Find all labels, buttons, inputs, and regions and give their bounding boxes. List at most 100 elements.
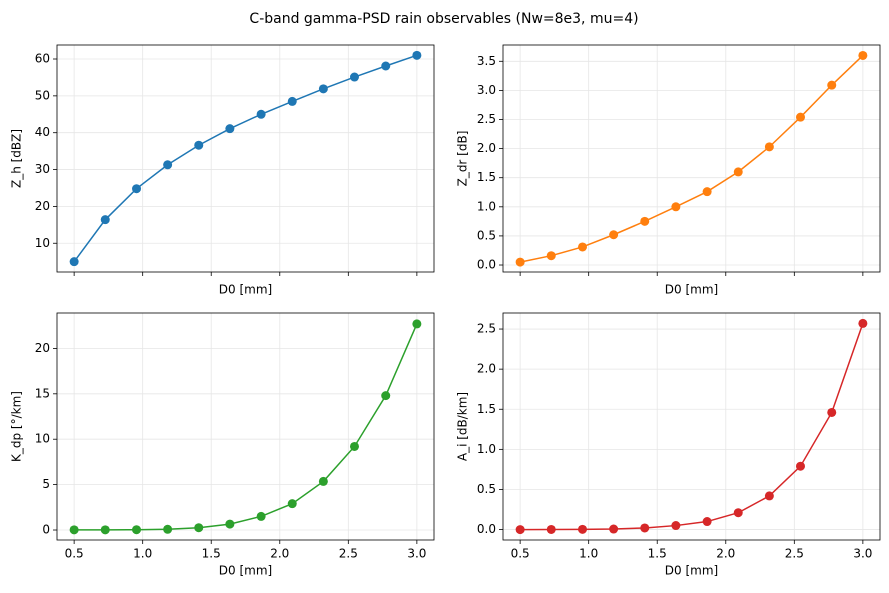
data-point — [163, 524, 173, 534]
data-point — [163, 160, 173, 170]
data-line — [520, 323, 864, 531]
data-point — [287, 499, 297, 509]
y-tick-label: 0.5 — [477, 482, 496, 496]
data-point — [827, 407, 837, 417]
y-tick-label: 20 — [35, 199, 50, 213]
data-point — [349, 441, 359, 451]
y-tick-label: 0.0 — [477, 258, 496, 272]
data-point — [764, 491, 774, 501]
data-point — [578, 524, 588, 534]
y-tick-label: 1.5 — [477, 170, 496, 184]
data-point — [515, 525, 525, 535]
y-tick-label: 5 — [42, 477, 50, 491]
y-tick-label: 40 — [35, 125, 50, 139]
axes-frame — [502, 44, 881, 273]
data-point — [318, 476, 328, 486]
data-point — [858, 50, 868, 60]
data-point — [640, 523, 650, 533]
data-point — [194, 523, 204, 533]
x-tick-label: 3.0 — [407, 547, 426, 561]
x-tick-label: 1.5 — [648, 547, 667, 561]
data-point — [69, 257, 79, 267]
data-point — [381, 391, 391, 401]
x-axis-label: D0 [mm] — [665, 283, 718, 297]
x-tick-label: 2.0 — [716, 547, 735, 561]
data-point — [318, 84, 328, 94]
data-point — [69, 525, 79, 535]
data-line — [519, 54, 864, 263]
y-tick-label: 3.5 — [477, 54, 496, 68]
data-point — [194, 140, 204, 150]
y-axis-label: Z_dr [dB] — [456, 131, 470, 187]
data-point — [546, 251, 556, 261]
y-tick-label: 10 — [35, 432, 50, 446]
data-point — [256, 109, 266, 119]
y-tick-label: 3.0 — [477, 83, 496, 97]
data-line — [74, 323, 418, 531]
y-tick-label: 15 — [35, 386, 50, 400]
data-point — [858, 318, 868, 328]
x-tick-label: 2.5 — [785, 547, 804, 561]
y-tick-label: 2.5 — [477, 112, 496, 126]
x-tick-label: 3.0 — [853, 547, 872, 561]
data-point — [578, 242, 588, 252]
data-point — [381, 61, 391, 71]
data-point — [671, 521, 681, 531]
y-tick-label: 1.5 — [477, 402, 496, 416]
data-point — [225, 124, 235, 134]
data-point — [256, 511, 266, 521]
x-tick-label: 0.5 — [511, 547, 530, 561]
axes-frame — [502, 312, 881, 541]
y-tick-label: 2.5 — [477, 322, 496, 336]
y-tick-label: 30 — [35, 162, 50, 176]
x-tick-label: 1.0 — [579, 547, 598, 561]
data-point — [225, 519, 235, 529]
data-point — [546, 524, 556, 534]
y-tick-label: 2.0 — [477, 362, 496, 376]
axes-frame — [56, 312, 435, 541]
y-tick-label: 10 — [35, 236, 50, 250]
data-point — [132, 525, 142, 535]
data-point — [349, 72, 359, 82]
y-tick-label: 1.0 — [477, 442, 496, 456]
x-axis-label: D0 [mm] — [219, 283, 272, 297]
x-tick-label: 2.0 — [270, 547, 289, 561]
y-axis-label: A_i [dB/km] — [456, 392, 470, 461]
data-point — [764, 142, 774, 152]
y-tick-label: 20 — [35, 341, 50, 355]
data-point — [287, 96, 297, 106]
x-axis-label: D0 [mm] — [665, 564, 718, 578]
data-point — [733, 508, 743, 518]
y-tick-label: 0.0 — [477, 522, 496, 536]
y-tick-label: 2.0 — [477, 141, 496, 155]
y-tick-label: 0 — [42, 523, 50, 537]
data-point — [412, 50, 422, 60]
data-point — [702, 187, 712, 197]
y-tick-label: 0.5 — [477, 228, 496, 242]
x-tick-label: 2.5 — [339, 547, 358, 561]
y-tick-label: 60 — [35, 52, 50, 66]
data-point — [827, 80, 837, 90]
data-point — [100, 215, 110, 225]
data-point — [640, 216, 650, 226]
data-point — [795, 461, 805, 471]
y-axis-label: Z_h [dBZ] — [10, 129, 24, 188]
data-point — [733, 167, 743, 177]
data-point — [100, 525, 110, 535]
data-point — [609, 524, 619, 534]
y-axis-label: K_dp [°/km] — [10, 391, 24, 462]
data-point — [795, 112, 805, 122]
axes-frame — [56, 44, 435, 273]
data-line — [73, 54, 418, 263]
data-point — [412, 319, 422, 329]
data-point — [702, 517, 712, 527]
data-point — [132, 184, 142, 194]
x-tick-label: 1.0 — [133, 547, 152, 561]
x-axis-label: D0 [mm] — [219, 564, 272, 578]
y-tick-label: 50 — [35, 88, 50, 102]
data-point — [609, 230, 619, 240]
x-tick-label: 1.5 — [202, 547, 221, 561]
data-point — [671, 202, 681, 212]
y-tick-label: 1.0 — [477, 199, 496, 213]
